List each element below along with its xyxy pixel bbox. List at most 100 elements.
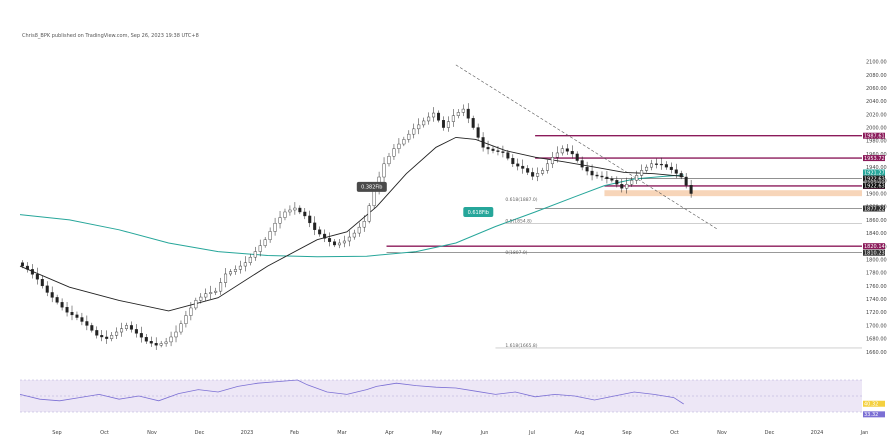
candle-body	[630, 180, 634, 185]
trendline[interactable]	[455, 64, 719, 231]
level-tag	[863, 132, 885, 139]
candle-body	[293, 207, 297, 211]
candle-body	[590, 170, 594, 176]
y-tick-label: 1980.00	[866, 139, 887, 145]
candle-body	[90, 325, 94, 331]
fib-label-0: 0(1807.0)	[505, 250, 527, 256]
candle-body	[209, 292, 213, 294]
candle-body	[25, 265, 29, 270]
candle-body	[432, 112, 436, 118]
candle-body	[219, 282, 223, 292]
candle-body	[422, 120, 426, 126]
y-tick-label: 1700.00	[866, 323, 887, 329]
rsi-line	[19, 379, 684, 405]
candle-body	[352, 232, 356, 238]
candle-body	[85, 321, 89, 326]
candle-body	[580, 160, 584, 168]
y-tick-label: 2000.00	[866, 126, 887, 132]
y-tick-label: 2100.00	[866, 60, 887, 66]
y-tick-label: 1960.00	[866, 152, 887, 158]
candle-body	[536, 173, 540, 177]
candle-body	[476, 127, 480, 138]
level-tag-label: 1810.23	[864, 251, 885, 257]
x-tick-label: Dec	[195, 430, 205, 436]
candle-body	[585, 166, 589, 172]
rsi-tag-2-label: 33.32	[864, 412, 878, 418]
candle-body	[288, 209, 292, 213]
candle-body	[392, 148, 396, 157]
candle-body	[506, 152, 510, 159]
fib-label-05: 0.5(1854.8)	[505, 218, 532, 224]
candle-body	[456, 112, 460, 116]
candle-body	[471, 118, 475, 128]
candle-body	[669, 166, 673, 170]
support-zone	[604, 190, 862, 197]
candle-body	[199, 296, 203, 301]
x-tick-label: Oct	[100, 430, 109, 436]
candle-body	[253, 251, 257, 258]
candle-body	[446, 121, 450, 128]
candle-body	[417, 124, 421, 130]
candle-body	[45, 285, 49, 293]
candle-body	[164, 341, 168, 344]
x-tick-label: Sep	[622, 430, 631, 436]
candle-body	[565, 148, 569, 152]
y-tick-label: 1840.00	[866, 231, 887, 237]
x-tick-label: Apr	[385, 430, 395, 436]
y-tick-label: 2020.00	[866, 112, 887, 118]
candle-body	[337, 242, 341, 246]
moving-average-black	[19, 136, 684, 312]
candle-body	[144, 337, 148, 342]
candle-body	[437, 112, 441, 121]
candle-body	[110, 335, 114, 339]
candle-body	[263, 239, 267, 246]
price-tag-teal-label: 1921.27	[864, 170, 885, 176]
candle-body	[560, 148, 564, 154]
rsi-tag-1-label: 40.32	[864, 402, 878, 408]
candle-body	[120, 328, 124, 333]
candle-body	[134, 329, 138, 334]
candle-body	[664, 164, 668, 168]
candle-body	[397, 143, 401, 149]
candle-body	[323, 233, 327, 239]
candle-body	[402, 139, 406, 145]
publisher-line: Chris8_BPK published on TradingView.com,…	[22, 33, 199, 39]
y-tick-label: 1860.00	[866, 218, 887, 224]
candle-body	[531, 172, 535, 177]
fib-label-1618: 1.618(1665.8)	[505, 343, 537, 349]
candle-body	[640, 170, 644, 176]
candle-body	[496, 150, 500, 152]
candle-body	[545, 163, 549, 171]
candle-body	[95, 330, 99, 336]
candle-body	[441, 120, 445, 128]
candle-body	[35, 274, 39, 280]
x-tick-label: Jul	[528, 430, 535, 436]
x-tick-label: 2023	[241, 430, 254, 436]
candle-body	[268, 231, 272, 240]
level-tag-label: 1877.22	[864, 206, 885, 212]
y-tick-label: 1760.00	[866, 284, 887, 290]
level-tag-label: 1820.14	[864, 244, 885, 250]
candle-body	[40, 279, 44, 287]
candle-body	[620, 184, 624, 189]
candle-body	[555, 152, 559, 158]
candle-body	[154, 343, 158, 346]
candle-body	[362, 221, 366, 228]
x-tick-label: Feb	[290, 430, 299, 436]
candle-body	[55, 297, 59, 303]
candle-body	[357, 226, 361, 234]
fib-label-0618: 0.618(1887.0)	[505, 197, 537, 203]
candle-body	[80, 317, 84, 322]
candle-body	[313, 222, 317, 230]
price-tag-dark-label: 1922.63	[864, 183, 885, 189]
candle-body	[516, 163, 520, 167]
candle-body	[689, 185, 693, 194]
candle-body	[466, 108, 470, 119]
candle-body	[248, 256, 252, 263]
candle-body	[303, 211, 307, 217]
candle-body	[75, 314, 79, 318]
label-teal-box	[463, 206, 494, 217]
candle-body	[684, 176, 688, 186]
candle-body	[60, 302, 64, 308]
